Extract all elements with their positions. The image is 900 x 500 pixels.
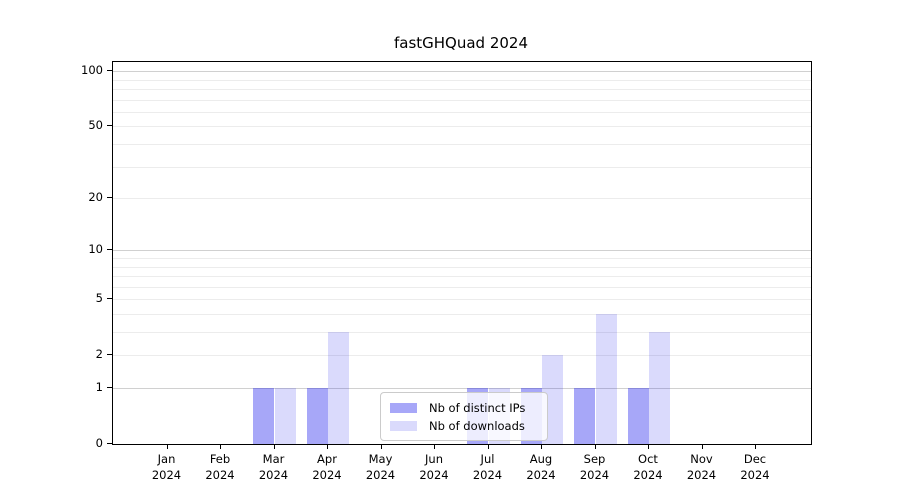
x-tick-mark-dec xyxy=(755,444,756,449)
x-tick-mark-may xyxy=(380,444,382,449)
bar-mar-downloads xyxy=(274,388,296,444)
y-tick-mark-0 xyxy=(107,443,113,444)
y-tick-label-1: 1 xyxy=(95,380,103,394)
y-tick-label-50: 50 xyxy=(88,118,103,133)
x-tick-mark-nov xyxy=(701,444,703,449)
y-tick-label-10: 10 xyxy=(88,242,103,257)
x-tick-mark-jul xyxy=(487,444,489,449)
gridline-major-1 xyxy=(113,388,811,389)
gridline-minor-8 xyxy=(113,266,811,268)
x-tick-label-feb: Feb 2024 xyxy=(205,452,235,482)
gridline-minor-40 xyxy=(113,144,811,145)
legend-label-downloads: Nb of downloads xyxy=(429,419,525,433)
x-tick-label-nov: Nov 2024 xyxy=(686,452,717,482)
plot-area: Nb of distinct IPs Nb of downloads xyxy=(112,61,812,445)
y-tick-mark-1 xyxy=(107,387,113,388)
gridline-minor-9 xyxy=(113,258,811,259)
gridline-minor-6 xyxy=(113,286,811,288)
x-tick-label-aug: Aug 2024 xyxy=(526,452,556,482)
x-tick-label-sep: Sep 2024 xyxy=(579,452,610,482)
x-tick-label-mar: Mar 2024 xyxy=(258,452,289,482)
x-tick-label-apr: Apr 2024 xyxy=(312,452,342,482)
gridline-minor-60 xyxy=(113,111,811,113)
x-tick-label-oct: Oct 2024 xyxy=(633,452,663,482)
x-tick-mark-feb xyxy=(220,444,221,449)
gridline-minor-7 xyxy=(113,276,811,277)
x-tick-label-dec: Dec 2024 xyxy=(740,452,770,482)
bar-sep-downloads xyxy=(595,314,617,444)
y-tick-mark-5 xyxy=(107,298,113,300)
x-tick-mark-oct xyxy=(648,444,649,449)
y-tick-mark-100 xyxy=(107,70,113,72)
gridline-minor-4 xyxy=(113,314,811,315)
legend-row-distinct-ips: Nb of distinct IPs xyxy=(388,399,540,417)
y-tick-label-20: 20 xyxy=(88,190,103,205)
legend: Nb of distinct IPs Nb of downloads xyxy=(380,392,548,441)
legend-label-distinct-ips: Nb of distinct IPs xyxy=(429,401,526,415)
bar-apr-downloads xyxy=(328,332,350,444)
x-tick-label-jul: Jul 2024 xyxy=(472,452,503,482)
legend-swatch-downloads xyxy=(390,421,417,431)
bar-mar-distinct-ips xyxy=(253,388,275,444)
chart-title: fastGHQuad 2024 xyxy=(393,34,529,52)
gridline-minor-30 xyxy=(113,166,811,168)
y-tick-label-0: 0 xyxy=(95,436,103,450)
gridline-minor-20 xyxy=(113,198,811,200)
y-tick-mark-20 xyxy=(107,197,113,199)
x-tick-mark-jun xyxy=(434,444,435,449)
bar-oct-downloads xyxy=(649,332,671,444)
gridline-minor-90 xyxy=(113,79,811,81)
gridline-minor-5 xyxy=(113,299,811,301)
legend-row-downloads: Nb of downloads xyxy=(388,417,540,435)
y-tick-mark-50 xyxy=(107,125,113,127)
gridline-minor-80 xyxy=(113,89,811,90)
bar-apr-distinct-ips xyxy=(306,388,328,444)
gridline-minor-3 xyxy=(113,332,811,333)
x-tick-label-jun: Jun 2024 xyxy=(419,452,449,482)
x-tick-mark-apr xyxy=(327,444,328,449)
y-tick-label-100: 100 xyxy=(81,63,103,78)
y-tick-mark-10 xyxy=(107,249,113,251)
y-tick-mark-2 xyxy=(107,354,113,356)
legend-swatch-distinct-ips xyxy=(390,403,417,413)
bar-oct-distinct-ips xyxy=(627,388,649,444)
x-tick-mark-mar xyxy=(273,444,275,449)
gridline-minor-50 xyxy=(113,126,811,128)
x-tick-mark-sep xyxy=(594,444,596,449)
gridline-major-10 xyxy=(113,250,811,252)
y-tick-label-5: 5 xyxy=(95,291,103,306)
x-tick-label-may: May 2024 xyxy=(365,452,396,482)
x-tick-mark-jan xyxy=(166,444,168,449)
gridline-major-100 xyxy=(113,71,811,73)
gridline-minor-2 xyxy=(113,355,811,357)
gridline-minor-70 xyxy=(113,99,811,101)
x-tick-mark-aug xyxy=(541,444,542,449)
y-tick-label-2: 2 xyxy=(95,347,103,362)
bar-sep-distinct-ips xyxy=(574,388,596,444)
x-tick-label-jan: Jan 2024 xyxy=(151,452,182,482)
